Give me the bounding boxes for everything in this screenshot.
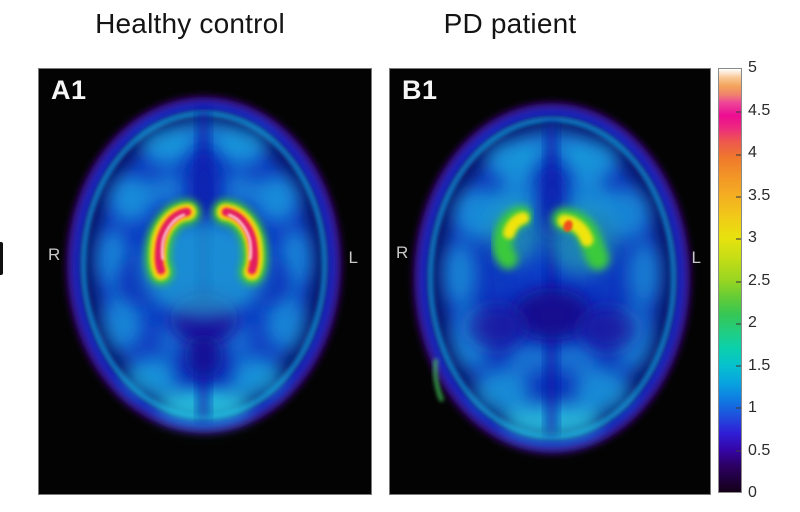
colorbar-tick-mark (736, 449, 741, 452)
deep-structures (468, 124, 636, 434)
colorbar-tick-mark (736, 407, 741, 410)
scan-panel-a1: A1 R L (38, 68, 372, 495)
colorbar-tick-mark (736, 238, 741, 241)
colorbar-tick-mark (736, 365, 741, 368)
edge-artifact (0, 242, 3, 275)
colorbar-tick-mark (736, 195, 741, 198)
colorbar-tick-label: 5 (748, 59, 757, 76)
panel-title-healthy: Healthy control (95, 8, 285, 39)
colorbar-tick-label: 1.5 (748, 356, 771, 374)
colorbar-tick-mark (736, 280, 741, 283)
colorbar-tick-mark (736, 111, 741, 114)
scan-panel-b1: B1 R L (389, 68, 711, 495)
colorbar-tick-label: 2 (748, 314, 757, 331)
orientation-marker-left: L (348, 248, 358, 267)
colorbar-tick-mark (736, 153, 741, 156)
colorbar-labels: 5 4.5 4 3.5 3 2.5 2 1.5 1 0.5 0 (748, 59, 782, 501)
colorbar-tick-label: 1 (748, 399, 757, 416)
panel-label-a1: A1 (51, 75, 87, 105)
colorbar-tick-label: 0.5 (748, 441, 771, 459)
brain-scan-b1-image (390, 69, 710, 494)
striatum-right-hotspot (212, 199, 268, 285)
panel-title-pd: PD patient (443, 8, 577, 39)
colorbar-tick-label: 3 (748, 229, 757, 246)
colorbar-tick-label: 4 (748, 144, 757, 161)
colorbar-tick-mark (736, 322, 741, 325)
striatum-left-hotspot (489, 204, 541, 269)
colorbar-gradient (719, 69, 741, 492)
colorbar (718, 68, 742, 493)
striatum-left-hotspot (145, 199, 201, 285)
orientation-marker-right: R (396, 243, 409, 262)
striatum-halo (140, 219, 268, 319)
colorbar-tick-label: 3.5 (748, 186, 771, 204)
orientation-marker-left: L (691, 248, 701, 267)
colorbar-tick-label: 0 (748, 484, 757, 501)
colorbar-tick-label: 2.5 (748, 271, 771, 289)
brain-scan-a1-image (39, 69, 371, 494)
panel-label-b1: B1 (402, 75, 438, 105)
colorbar-tick-label: 4.5 (748, 101, 771, 119)
orientation-marker-right: R (48, 245, 61, 264)
striatum-right-hotspot (548, 207, 616, 275)
